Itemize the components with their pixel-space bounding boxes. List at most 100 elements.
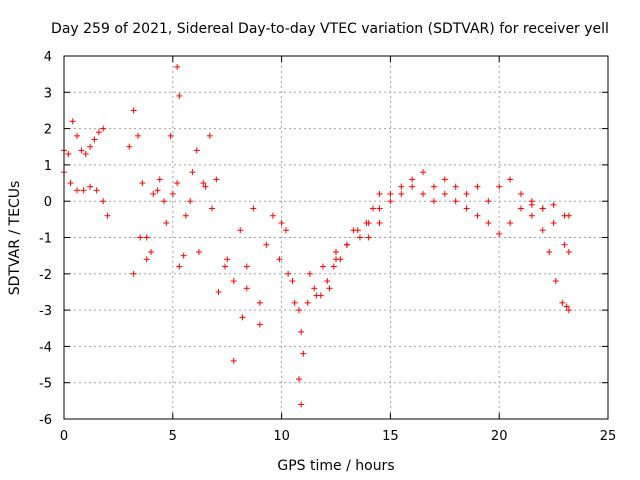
data-point [137,234,144,241]
data-point [174,63,181,70]
data-point [430,198,437,205]
data-point [420,169,427,176]
data-point [167,132,174,139]
data-point [317,292,324,299]
data-point [507,219,514,226]
data-point [563,303,570,310]
data-point [187,198,194,205]
data-point [539,227,546,234]
data-point [256,321,263,328]
data-point [365,234,372,241]
data-point [517,190,524,197]
data-point [213,176,220,183]
data-point [143,256,150,263]
data-point [546,249,553,256]
data-point [65,151,72,158]
series-track-e [224,205,339,357]
data-point [304,299,311,306]
data-point [237,227,244,234]
data-point [326,285,333,292]
data-point [202,183,209,190]
data-point [333,249,339,256]
y-tick-label: -2 [39,268,52,283]
data-point [330,263,337,270]
data-point [561,241,568,248]
data-point [161,198,168,205]
y-tick-label: -1 [39,232,52,247]
x-tick-label: 10 [273,429,290,444]
data-point [376,205,383,212]
y-tick-label: 0 [44,195,52,210]
series-track-f [278,190,383,335]
data-point [565,249,572,256]
data-point [528,212,535,219]
data-point [398,183,405,190]
data-point [387,190,394,197]
data-point [176,263,183,270]
data-point [93,187,100,194]
data-point [398,190,405,197]
x-tick-label: 15 [382,429,399,444]
data-point [74,132,81,139]
data-point [134,132,141,139]
x-tick-label: 0 [60,429,68,444]
data-point [298,328,305,335]
data-point [565,307,572,314]
data-point [174,180,181,187]
data-point [208,205,215,212]
x-tick-label: 20 [491,429,508,444]
data-point [285,270,292,277]
series-outliers [174,63,305,408]
data-point [154,187,161,194]
data-point [67,180,74,187]
data-point [291,299,298,306]
data-point [139,180,146,187]
data-point [195,249,202,256]
data-point [507,176,514,183]
data-point [296,376,303,383]
data-point [296,307,303,314]
series-track-g [333,169,572,263]
data-point [104,212,111,219]
grid-layer [64,56,608,419]
data-point [169,190,176,197]
series-track-b [61,169,111,219]
series-track-d [130,169,229,295]
series-track-c [126,107,220,259]
series-track-a [61,118,107,158]
data-point [182,212,189,219]
data-point [250,205,257,212]
data-point [163,219,170,226]
data-point [430,183,437,190]
data-point [354,227,361,234]
data-point [180,252,187,259]
data-point [91,136,98,143]
data-point [300,350,307,357]
data-point [324,278,331,285]
data-point [176,92,183,99]
data-point [78,147,85,154]
data-point [80,187,87,194]
data-point [206,132,213,139]
data-point [552,278,559,285]
data-point [189,169,196,176]
data-point [528,201,535,208]
data-point [517,205,524,212]
data-point [74,187,81,194]
data-point [230,278,237,285]
data-point [87,183,94,190]
data-point [222,263,229,270]
data-point [95,129,102,136]
data-point [343,241,350,248]
data-point [143,234,150,241]
data-point [559,299,566,306]
data-point [100,125,107,132]
data-point [539,205,546,212]
data-point [550,219,557,226]
x-tick-label: 25 [600,429,617,444]
y-tick-label: -5 [39,377,52,392]
data-point [485,198,492,205]
data-point [269,212,276,219]
series-track-h [365,183,572,256]
